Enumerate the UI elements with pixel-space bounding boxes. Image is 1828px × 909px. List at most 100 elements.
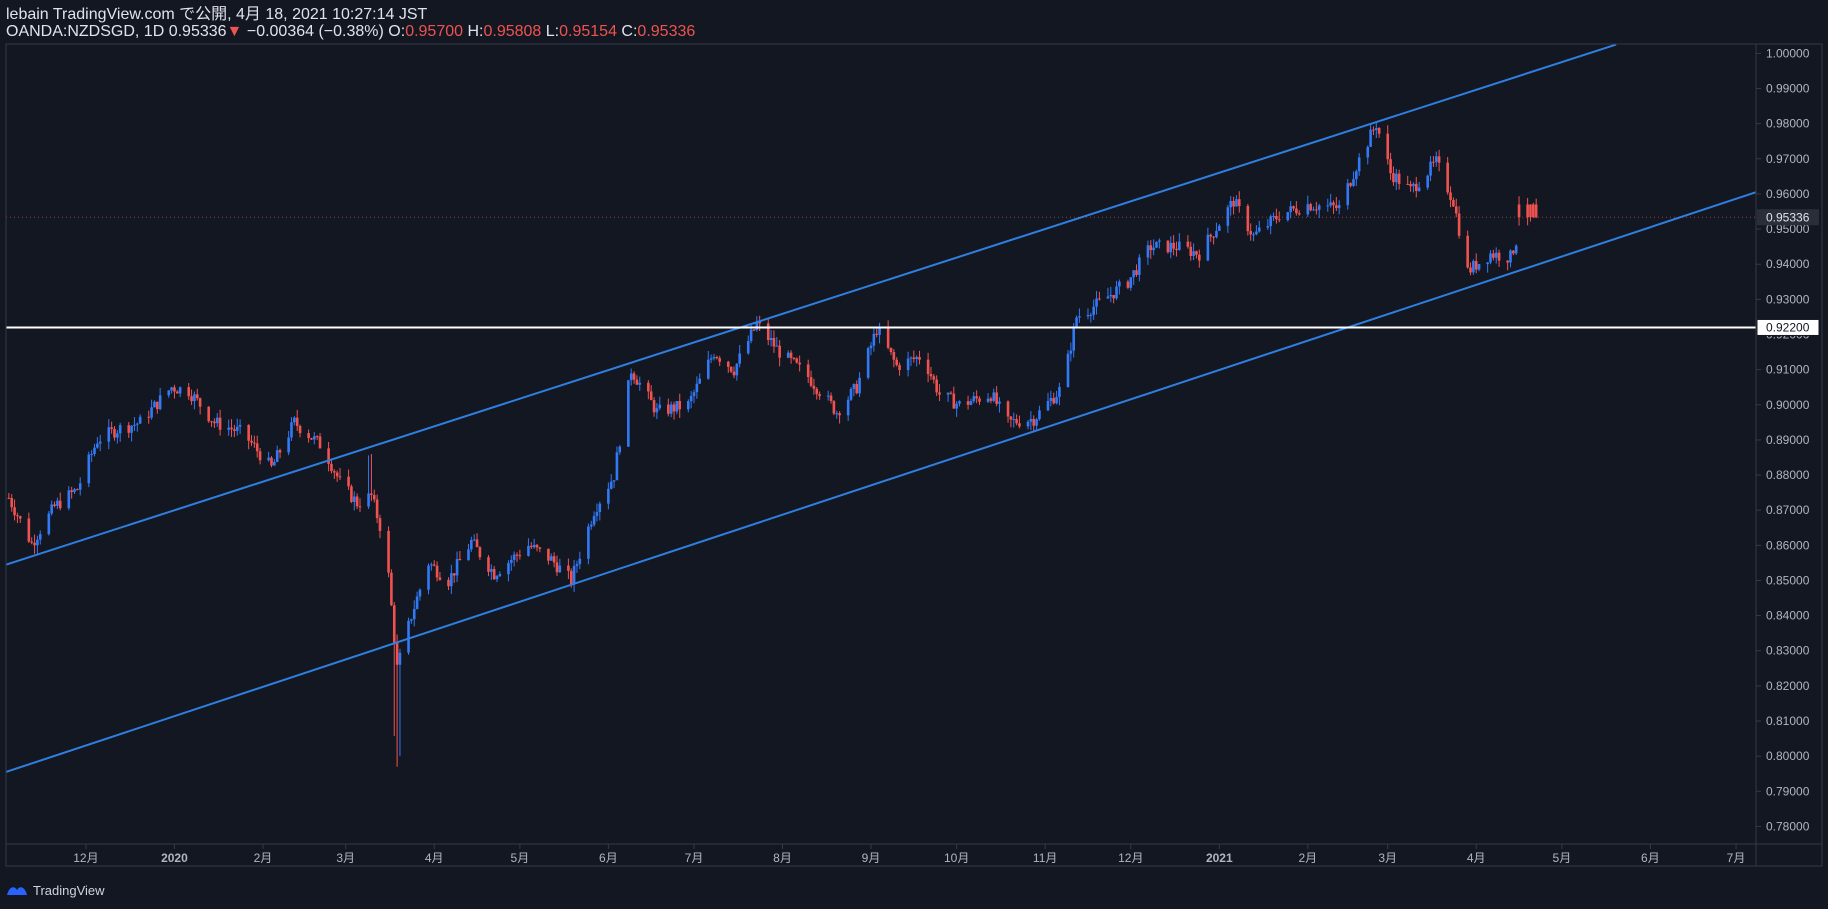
candle-body [632,373,636,380]
candle-body [358,506,362,508]
open-label: O: [388,23,406,40]
candle-body [138,416,142,424]
price-tick-label: 0.85000 [1766,573,1810,587]
candle-body [1406,183,1410,185]
time-tick-label: 3月 [1378,851,1397,865]
candle-body [695,383,699,393]
candle-body [935,379,938,393]
candle-body [410,619,413,621]
candle-body [1434,156,1438,162]
candle-body [287,437,290,453]
time-tick-label: 11月 [1033,851,1057,865]
candle-body [1394,173,1398,183]
candle-body [1392,173,1395,183]
candle-body [70,490,73,493]
candle-body [215,417,219,424]
candle-body [1095,298,1098,307]
candle-body [1246,206,1250,232]
last-price-text: 0.95336 [168,23,227,40]
candle-body [969,401,973,405]
candle-body [447,579,450,587]
candle-body [878,328,881,335]
candle-body [167,390,171,396]
candle-body [906,358,910,371]
candle-body [806,364,810,378]
candle-body [518,555,522,557]
drawings-layer [5,43,1757,773]
candle-body [972,396,976,402]
candle-body [629,373,633,381]
candle-body [258,451,262,461]
candle-body [672,404,676,412]
price-tick-label: 0.93000 [1766,292,1810,306]
candle-body [390,572,393,606]
candle-body [915,356,918,360]
candle-body [355,496,359,507]
candle-body [538,547,542,549]
candle-body [190,396,193,402]
candle-body [87,454,91,484]
candle-body [1509,250,1512,263]
candle-body [1375,127,1378,130]
horizontal-line-label-box [1756,318,1820,336]
time-tick-label: 7月 [1727,851,1746,865]
candle-body [273,461,276,466]
candle-body [649,391,653,401]
candle-body [547,548,550,561]
candle-body [1026,421,1030,427]
candle-body [886,328,890,348]
candle-body [1409,184,1412,187]
candle-body [58,500,62,509]
candle-body [589,524,593,527]
candle-body [1315,209,1318,211]
candle-body [615,452,619,481]
tradingview-brand[interactable]: TradingView [33,882,105,898]
candle-body [778,345,781,358]
candle-body [1389,159,1392,174]
candle-body [475,539,479,548]
candle-body [1149,245,1153,251]
candle-body [575,564,579,566]
candle-body [247,424,250,441]
candle-body [1397,173,1401,184]
candle-body [858,377,861,394]
upper-channel-line [5,43,1617,566]
candle-body [1469,267,1472,273]
candle-body [330,463,333,472]
candle-body [815,388,819,395]
candle-body [532,544,536,548]
time-tick-label: 12月 [73,851,98,865]
plot-area[interactable] [6,44,1756,844]
candle-body [706,359,710,379]
time-tick-label: 8月 [773,851,792,865]
symbol-interval[interactable]: OANDA:NZDSGD, 1D [6,23,165,40]
time-tick-label: 2月 [1298,851,1317,865]
candle-body [1297,213,1301,215]
tradingview-logo-icon [7,887,27,895]
candle-body [1215,230,1218,238]
candle-body [1289,206,1292,213]
candle-body [178,387,182,394]
candle-body [327,448,330,464]
candle-body [578,558,582,565]
candle-body [1426,175,1429,188]
candle-body [1457,213,1461,236]
candle-body [1235,199,1238,207]
close-value: 0.95336 [637,23,696,40]
high-value: 0.95808 [483,23,542,40]
candle-body [692,392,696,397]
candle-body [150,407,153,418]
candle-body [849,388,853,400]
time-tick-label: 3月 [336,851,355,865]
candle-body [675,400,679,412]
candle-body [170,387,173,391]
candle-body [1237,199,1241,207]
candle-body [909,357,913,359]
time-tick-label: 10月 [944,851,969,865]
candle-body [1255,231,1258,235]
candle-body [1075,317,1078,327]
candle-body [1109,294,1113,297]
price-tick-label: 0.84000 [1766,609,1810,623]
candle-body [846,399,850,416]
